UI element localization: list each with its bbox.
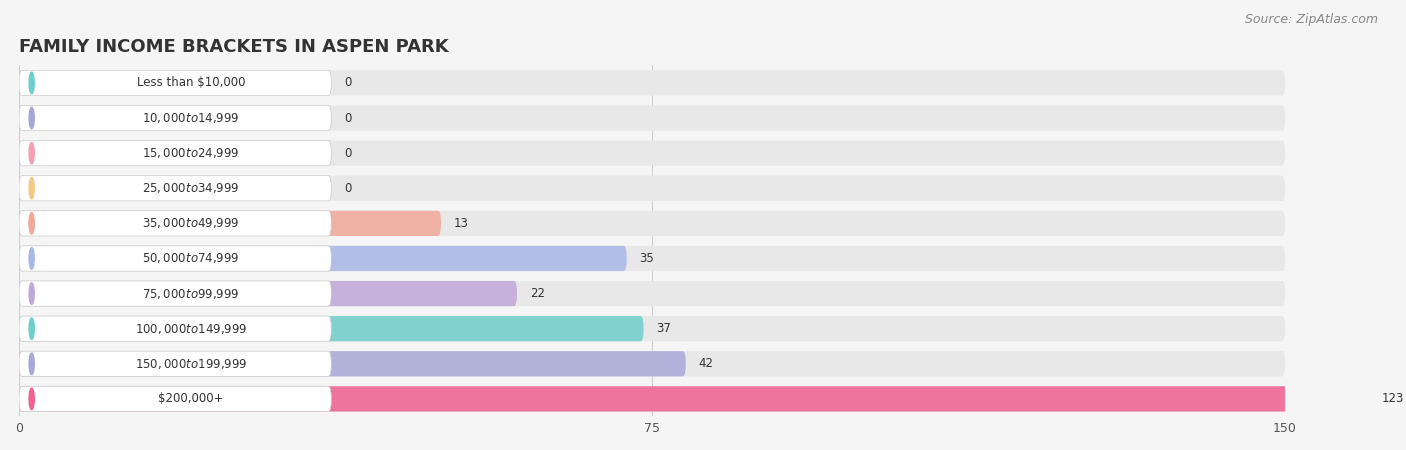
Circle shape — [30, 177, 34, 199]
Text: $10,000 to $14,999: $10,000 to $14,999 — [142, 111, 239, 125]
FancyBboxPatch shape — [20, 386, 1369, 412]
FancyBboxPatch shape — [20, 176, 332, 201]
Text: 0: 0 — [344, 76, 352, 90]
Text: 37: 37 — [657, 322, 671, 335]
Circle shape — [30, 353, 34, 374]
Circle shape — [30, 72, 34, 94]
Text: 22: 22 — [530, 287, 544, 300]
Text: 42: 42 — [699, 357, 713, 370]
FancyBboxPatch shape — [20, 246, 332, 271]
Text: $50,000 to $74,999: $50,000 to $74,999 — [142, 252, 239, 266]
FancyBboxPatch shape — [20, 281, 1285, 306]
FancyBboxPatch shape — [20, 316, 1285, 341]
Circle shape — [30, 388, 34, 410]
Text: $75,000 to $99,999: $75,000 to $99,999 — [142, 287, 239, 301]
Text: 13: 13 — [454, 217, 468, 230]
Circle shape — [30, 212, 34, 234]
FancyBboxPatch shape — [20, 316, 332, 341]
Text: 0: 0 — [344, 147, 352, 160]
Circle shape — [30, 318, 34, 339]
Text: $200,000+: $200,000+ — [157, 392, 224, 405]
FancyBboxPatch shape — [20, 386, 1285, 412]
Circle shape — [30, 142, 34, 164]
FancyBboxPatch shape — [20, 176, 1285, 201]
FancyBboxPatch shape — [20, 351, 1285, 376]
FancyBboxPatch shape — [20, 351, 332, 376]
Text: $15,000 to $24,999: $15,000 to $24,999 — [142, 146, 239, 160]
Text: 0: 0 — [344, 182, 352, 195]
FancyBboxPatch shape — [20, 140, 332, 166]
Circle shape — [30, 107, 34, 129]
FancyBboxPatch shape — [20, 140, 1285, 166]
FancyBboxPatch shape — [20, 211, 441, 236]
FancyBboxPatch shape — [20, 105, 332, 130]
Text: $100,000 to $149,999: $100,000 to $149,999 — [135, 322, 247, 336]
FancyBboxPatch shape — [20, 316, 644, 341]
Text: $150,000 to $199,999: $150,000 to $199,999 — [135, 357, 247, 371]
FancyBboxPatch shape — [20, 386, 332, 412]
Text: 35: 35 — [640, 252, 654, 265]
FancyBboxPatch shape — [20, 70, 332, 95]
Text: 123: 123 — [1382, 392, 1405, 405]
FancyBboxPatch shape — [20, 281, 332, 306]
FancyBboxPatch shape — [20, 351, 686, 376]
Text: $35,000 to $49,999: $35,000 to $49,999 — [142, 216, 239, 230]
FancyBboxPatch shape — [20, 211, 1285, 236]
FancyBboxPatch shape — [20, 70, 1285, 95]
Text: 0: 0 — [344, 112, 352, 125]
FancyBboxPatch shape — [20, 105, 1285, 130]
FancyBboxPatch shape — [20, 211, 332, 236]
Text: Source: ZipAtlas.com: Source: ZipAtlas.com — [1244, 14, 1378, 27]
FancyBboxPatch shape — [20, 281, 517, 306]
Text: $25,000 to $34,999: $25,000 to $34,999 — [142, 181, 239, 195]
FancyBboxPatch shape — [20, 246, 627, 271]
Circle shape — [30, 248, 34, 269]
FancyBboxPatch shape — [20, 246, 1285, 271]
Text: FAMILY INCOME BRACKETS IN ASPEN PARK: FAMILY INCOME BRACKETS IN ASPEN PARK — [20, 37, 449, 55]
Circle shape — [30, 283, 34, 304]
Text: Less than $10,000: Less than $10,000 — [136, 76, 245, 90]
